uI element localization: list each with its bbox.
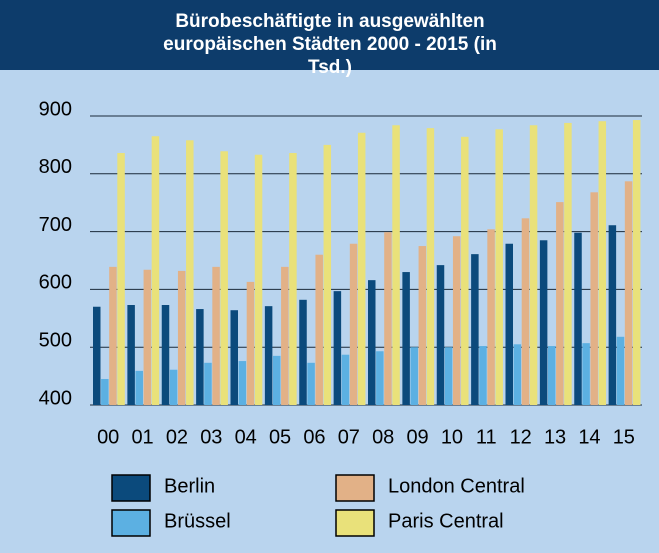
y-tick-label: 900 <box>39 98 72 120</box>
bar <box>616 336 625 405</box>
bar <box>299 299 307 405</box>
bar <box>505 243 513 405</box>
bar <box>204 362 212 405</box>
bar <box>349 243 358 405</box>
bar <box>384 232 392 405</box>
bar <box>574 232 582 405</box>
bar <box>101 378 109 405</box>
x-tick-label: 13 <box>544 426 566 448</box>
bar <box>93 306 101 405</box>
x-tick-label: 12 <box>510 426 532 448</box>
bar <box>109 266 117 405</box>
bar <box>307 362 315 405</box>
bar <box>418 246 427 405</box>
bar <box>230 310 238 405</box>
bar <box>289 152 297 405</box>
legend-swatch <box>111 474 151 502</box>
bar <box>402 272 410 405</box>
x-tick-label: 01 <box>131 426 153 448</box>
x-tick-label: 09 <box>406 426 428 448</box>
bar <box>135 370 143 405</box>
bar <box>410 347 418 405</box>
bar <box>117 152 125 405</box>
bar <box>521 218 530 405</box>
legend-swatch <box>111 509 151 537</box>
legend-swatch <box>335 474 375 502</box>
bar <box>513 344 522 405</box>
x-tick-label: 04 <box>235 426 257 448</box>
x-tick-label: 02 <box>166 426 188 448</box>
bar <box>177 270 186 405</box>
x-tick-label: 08 <box>372 426 394 448</box>
bar <box>436 265 445 405</box>
bar <box>479 346 487 405</box>
header <box>0 0 659 70</box>
legend-label: Brüssel <box>164 510 231 532</box>
bar <box>590 192 598 405</box>
bar <box>547 346 556 405</box>
legend-label: Paris Central <box>388 510 504 532</box>
bar <box>471 254 479 405</box>
bar <box>169 369 178 405</box>
legend-label: London Central <box>388 475 525 497</box>
bar <box>254 154 263 405</box>
bar <box>426 128 435 405</box>
bar <box>143 269 152 405</box>
bar <box>368 280 376 405</box>
y-tick-label: 400 <box>39 387 72 409</box>
y-tick-label: 600 <box>39 272 72 294</box>
chart-title: Bürobeschäftigte in ausgewählten europäi… <box>163 11 497 78</box>
bar <box>264 306 273 405</box>
x-tick-label: 03 <box>200 426 222 448</box>
bar <box>392 125 400 406</box>
bar <box>582 343 590 405</box>
bar <box>632 120 641 406</box>
bar <box>272 355 281 405</box>
bar <box>598 121 607 406</box>
bar <box>151 136 160 406</box>
bar <box>315 254 323 405</box>
bar <box>341 354 350 405</box>
bar <box>487 229 495 405</box>
bar <box>461 136 469 406</box>
x-tick-label: 07 <box>338 426 360 448</box>
x-tick-label: 14 <box>578 426 600 448</box>
x-tick-label: 00 <box>97 426 119 448</box>
x-tick-label: 15 <box>613 426 635 448</box>
legend-label: Berlin <box>164 475 215 497</box>
y-tick-label: 800 <box>39 156 72 178</box>
bar <box>556 202 564 405</box>
x-tick-label: 05 <box>269 426 291 448</box>
bar <box>357 132 366 405</box>
bar <box>186 140 194 405</box>
bar <box>608 225 617 405</box>
x-tick-label: 11 <box>476 426 497 448</box>
y-tick-label: 500 <box>39 329 72 351</box>
bar <box>529 125 538 406</box>
bar <box>127 305 135 405</box>
bar <box>246 281 255 405</box>
bar <box>238 361 247 405</box>
y-tick-label: 700 <box>39 214 72 236</box>
bar <box>323 144 332 405</box>
bar <box>220 151 228 405</box>
bar <box>444 347 453 405</box>
x-tick-label: 06 <box>303 426 325 448</box>
bar <box>564 122 572 405</box>
legend-swatch <box>335 509 375 537</box>
bar <box>212 266 220 405</box>
bar <box>624 181 633 405</box>
bar <box>161 305 170 405</box>
bar <box>333 291 342 405</box>
bar <box>281 266 289 405</box>
bar <box>495 129 503 405</box>
bar <box>539 240 548 405</box>
bar <box>452 236 461 405</box>
bar <box>196 309 204 405</box>
bar <box>376 351 384 405</box>
x-tick-label: 10 <box>441 426 463 448</box>
